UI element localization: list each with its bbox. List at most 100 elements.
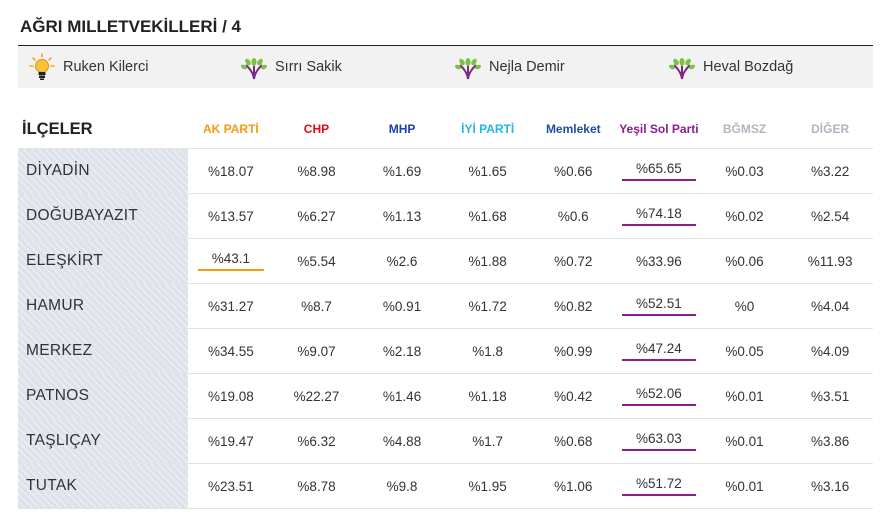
winning-vote-cell: %52.51 (616, 283, 702, 329)
vote-percentage: %3.22 (811, 163, 850, 179)
vote-percentage: %65.65 (622, 161, 696, 181)
vote-percentage: %0.01 (725, 433, 764, 449)
party-column-header: AK PARTİ (188, 110, 274, 149)
winning-vote-cell: %43.1 (188, 238, 274, 284)
vote-cell: %6.27 (273, 193, 360, 239)
vote-percentage: %2.6 (386, 253, 418, 269)
vote-cell: %3.22 (787, 148, 873, 194)
vote-cell: %11.93 (787, 238, 873, 284)
vote-percentage: %8.7 (301, 298, 332, 314)
vote-cell: %33.96 (616, 238, 702, 284)
district-name: HAMUR (18, 283, 189, 329)
vote-cell: %1.88 (444, 238, 531, 284)
candidate-item[interactable]: Nejla Demir (454, 46, 565, 88)
results-table: İLÇELER AK PARTİ CHP MHP İYİ PARTİ Memle… (18, 110, 873, 509)
vote-cell: %19.08 (188, 373, 274, 419)
candidate-name: Ruken Kilerci (63, 59, 149, 75)
vote-percentage: %0.42 (554, 388, 593, 404)
district-name: TAŞLIÇAY (18, 418, 189, 464)
yesil-sol-leaf-icon (454, 52, 482, 82)
vote-percentage: %0.66 (554, 163, 593, 179)
vote-cell: %1.06 (530, 463, 617, 509)
vote-cell: %4.88 (359, 418, 445, 464)
vote-percentage: %1.06 (554, 478, 593, 494)
party-column-header: İYİ PARTİ (444, 110, 531, 149)
candidate-item[interactable]: Ruken Kilerci (28, 46, 148, 88)
vote-percentage: %2.54 (811, 208, 850, 224)
vote-percentage: %0.72 (554, 253, 593, 269)
ak-parti-bulb-icon (28, 52, 56, 82)
vote-cell: %0.01 (701, 373, 788, 419)
vote-cell: %1.72 (444, 283, 531, 329)
vote-cell: %0.02 (701, 193, 788, 239)
vote-percentage: %0.6 (557, 208, 589, 224)
vote-percentage: %43.1 (197, 251, 264, 271)
vote-percentage: %34.55 (207, 343, 254, 359)
vote-cell: %0 (701, 283, 788, 329)
page-title: AĞRI MILLETVEKİLLERİ / 4 (20, 17, 242, 36)
party-column-header: MHP (359, 110, 445, 149)
vote-percentage: %1.68 (468, 208, 507, 224)
vote-cell: %0.06 (701, 238, 788, 284)
vote-percentage: %0.02 (725, 208, 764, 224)
district-name: ELEŞKİRT (18, 238, 189, 284)
vote-percentage: %1.46 (382, 388, 422, 404)
vote-cell: %0.72 (530, 238, 617, 284)
vote-percentage: %4.04 (811, 298, 850, 314)
candidate-item[interactable]: Heval Bozdağ (668, 46, 793, 88)
vote-percentage: %33.96 (636, 253, 682, 269)
vote-cell: %6.32 (273, 418, 360, 464)
table-row: DİYADİN %18.07 %8.98 %1.69 %1.65 %0.66 %65.65%… (18, 148, 873, 194)
vote-percentage: %51.72 (622, 476, 696, 496)
winning-vote-cell: %65.65 (616, 148, 702, 194)
vote-cell: %0.66 (530, 148, 617, 194)
candidate-item[interactable]: Sırrı Sakik (240, 46, 342, 88)
vote-percentage: %22.27 (293, 388, 340, 404)
vote-percentage: %1.65 (468, 163, 507, 179)
vote-percentage: %1.72 (468, 298, 507, 314)
vote-cell: %8.98 (273, 148, 360, 194)
vote-percentage: %1.7 (472, 433, 504, 449)
vote-cell: %2.54 (787, 193, 873, 239)
vote-cell: %22.27 (273, 373, 360, 419)
vote-cell: %8.78 (273, 463, 360, 509)
vote-cell: %1.68 (444, 193, 531, 239)
vote-percentage: %8.98 (297, 163, 336, 179)
vote-cell: %5.54 (273, 238, 360, 284)
vote-percentage: %1.13 (382, 208, 422, 224)
vote-percentage: %47.24 (622, 341, 696, 361)
yesil-sol-leaf-icon (240, 52, 268, 82)
vote-cell: %4.04 (787, 283, 873, 329)
party-column-header: DİĞER (787, 110, 873, 149)
party-column-header: Yeşil Sol Parti (616, 110, 702, 149)
vote-cell: %19.47 (188, 418, 274, 464)
vote-percentage: %3.51 (811, 388, 850, 404)
vote-percentage: %19.47 (207, 433, 254, 449)
vote-percentage: %19.08 (207, 388, 254, 404)
vote-cell: %0.01 (701, 418, 788, 464)
vote-percentage: %0.91 (382, 298, 422, 314)
vote-percentage: %2.18 (382, 343, 422, 359)
vote-percentage: %6.27 (297, 208, 336, 224)
vote-percentage: %4.09 (811, 343, 850, 359)
vote-percentage: %13.57 (207, 208, 254, 224)
table-row: PATNOS %19.08 %22.27 %1.46 %1.18 %0.42 %52.06%… (18, 373, 873, 419)
table-row: HAMUR %31.27 %8.7 %0.91 %1.72 %0.82 %52.51 %0 %4… (18, 283, 873, 329)
vote-cell: %2.6 (359, 238, 445, 284)
table-row: DOĞUBAYAZIT %13.57 %6.27 %1.13 %1.68 %0.6 %74.… (18, 193, 873, 239)
vote-percentage: %11.93 (807, 253, 853, 269)
vote-cell: %0.6 (530, 193, 617, 239)
vote-cell: %0.05 (701, 328, 788, 374)
district-name: PATNOS (18, 373, 189, 419)
vote-cell: %31.27 (188, 283, 274, 329)
vote-cell: %9.8 (359, 463, 445, 509)
vote-percentage: %3.86 (811, 433, 850, 449)
vote-cell: %1.46 (359, 373, 445, 419)
vote-percentage: %31.27 (207, 298, 254, 314)
vote-cell: %0.91 (359, 283, 445, 329)
vote-percentage: %1.69 (382, 163, 422, 179)
vote-percentage: %52.51 (622, 296, 696, 316)
vote-cell: %1.65 (444, 148, 531, 194)
vote-percentage: %1.95 (468, 478, 507, 494)
vote-cell: %1.18 (444, 373, 531, 419)
